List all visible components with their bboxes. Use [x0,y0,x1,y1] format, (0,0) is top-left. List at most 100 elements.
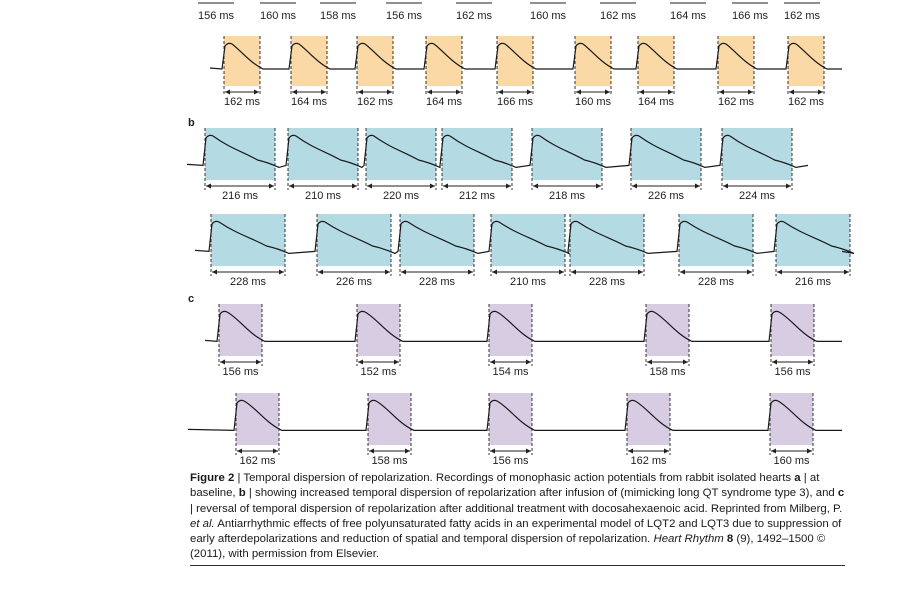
monophasic-action-potential-trace [187,399,842,432]
arrow-heads [369,448,410,454]
action-potential-beat: 216 ms [775,214,851,288]
trace-row: 162 ms 164 ms 162 ms 164 ms 166 ms 160 ms 164 … [209,36,842,108]
duration-label: 166 ms [732,10,769,22]
beat-duration: 160 ms [260,2,297,22]
trace-row: 156 ms 152 ms 154 ms 158 ms 156 ms [204,304,842,378]
action-potential-beat: 228 ms [399,214,475,288]
duration-label: 158 ms [371,455,408,467]
arrow-heads [220,359,261,365]
action-potential-beat: 212 ms [441,128,513,202]
duration-label: 162 ms [784,10,821,22]
caption-panel-b: b [238,487,246,500]
caption-journal: Heart Rhythm [653,533,724,546]
duration-label: 218 ms [549,190,586,202]
caption-panel-c: c [837,487,845,500]
action-potential-beat: 162 ms [356,36,394,108]
caption-panel-a: a [794,472,801,484]
duration-label: 226 ms [648,190,685,202]
repolarization-box [788,36,824,86]
caption-et-al: et al. [190,517,215,530]
duration-label: 152 ms [360,366,397,378]
caption-text-2: | at baseline, [190,472,820,500]
action-potential-beat: 164 ms [290,36,328,108]
repolarization-box [400,214,474,266]
caption-text-4: | reversal of temporal dispersion of rep… [190,502,843,515]
duration-label: 228 ms [589,276,626,288]
action-potential-beat: 228 ms [210,214,286,288]
beat-duration: 156 ms [386,2,423,22]
duration-label: 162 ms [456,10,493,22]
action-potential-beat: 152 ms [356,304,401,378]
arrow-heads [771,448,812,454]
repolarization-box [679,214,753,266]
repolarization-box [236,393,279,445]
figure-caption: Figure 2 | Temporal dispersion of repola… [190,471,845,563]
repolarization-box [211,214,285,266]
trace-row: 216 ms 210 ms 220 ms 212 ms 218 ms 226 ms 224 … [186,128,809,202]
action-potential-beat: 220 ms [365,128,437,202]
arrow-heads [237,448,278,454]
repolarization-box [497,36,533,86]
duration-label: 162 ms [224,96,261,108]
repolarization-box [770,393,813,445]
action-potential-beat: 156 ms [488,393,533,467]
duration-label: 162 ms [239,455,276,467]
repolarization-box [532,128,602,180]
duration-label: 226 ms [336,276,373,288]
action-potential-beat: 228 ms [678,214,754,288]
repolarization-box [368,393,411,445]
repolarization-box [366,128,436,180]
action-potential-beat: 156 ms [770,304,815,378]
duration-label: 216 ms [795,276,832,288]
action-potential-beat: 160 ms [574,36,612,108]
caption-rule [190,565,845,566]
duration-label: 156 ms [774,366,811,378]
repolarization-box [718,36,754,86]
caption-text-5: Antiarrhythmic effects of free polyunsat… [190,517,842,546]
action-potential-beat: 228 ms [569,214,645,288]
arrow-heads [490,448,531,454]
arrow-heads [628,448,669,454]
action-potential-beat: 226 ms [630,128,702,202]
repolarization-box [317,214,391,266]
caption-text-6: (9), 1492–1500 © (2011), with permission… [190,533,826,561]
repolarization-box [288,128,358,180]
repolarization-box [291,36,327,86]
beat-duration: 166 ms [732,2,769,22]
arrow-heads [772,359,813,365]
beat-duration: 162 ms [600,2,637,22]
duration-label: 220 ms [383,190,420,202]
duration-label: 164 ms [426,96,463,108]
repolarization-box [489,393,532,445]
action-potential-beat: 164 ms [637,36,675,108]
repolarization-box [224,36,260,86]
duration-label: 154 ms [492,366,529,378]
duration-label: 228 ms [230,276,267,288]
action-potential-beat: 154 ms [488,304,533,378]
action-potential-beat: 166 ms [496,36,534,108]
trace-row: 162 ms 158 ms 156 ms 162 ms 160 ms [187,393,842,467]
monophasic-action-potential-trace [209,42,842,70]
duration-label: 162 ms [718,96,755,108]
duration-label: 210 ms [510,276,547,288]
duration-label: 158 ms [649,366,686,378]
caption-text-1: | Temporal dispersion of repolarization.… [234,472,792,484]
duration-label: 162 ms [788,96,825,108]
duration-label: 164 ms [291,96,328,108]
repolarization-box [357,36,393,86]
panel-letter-c: c [188,293,194,305]
duration-label: 158 ms [320,10,357,22]
repolarization-box [575,36,611,86]
repolarization-box [631,128,701,180]
action-potential-beat: 162 ms [717,36,755,108]
duration-label: 212 ms [459,190,496,202]
action-potential-beat: 226 ms [316,214,392,288]
action-potential-beat: 210 ms [287,128,359,202]
duration-label: 166 ms [497,96,534,108]
repolarization-box [219,304,262,356]
duration-label: 160 ms [773,455,810,467]
repolarization-box [776,214,850,266]
repolarization-box [722,128,792,180]
duration-label: 162 ms [357,96,394,108]
duration-label: 156 ms [492,455,529,467]
